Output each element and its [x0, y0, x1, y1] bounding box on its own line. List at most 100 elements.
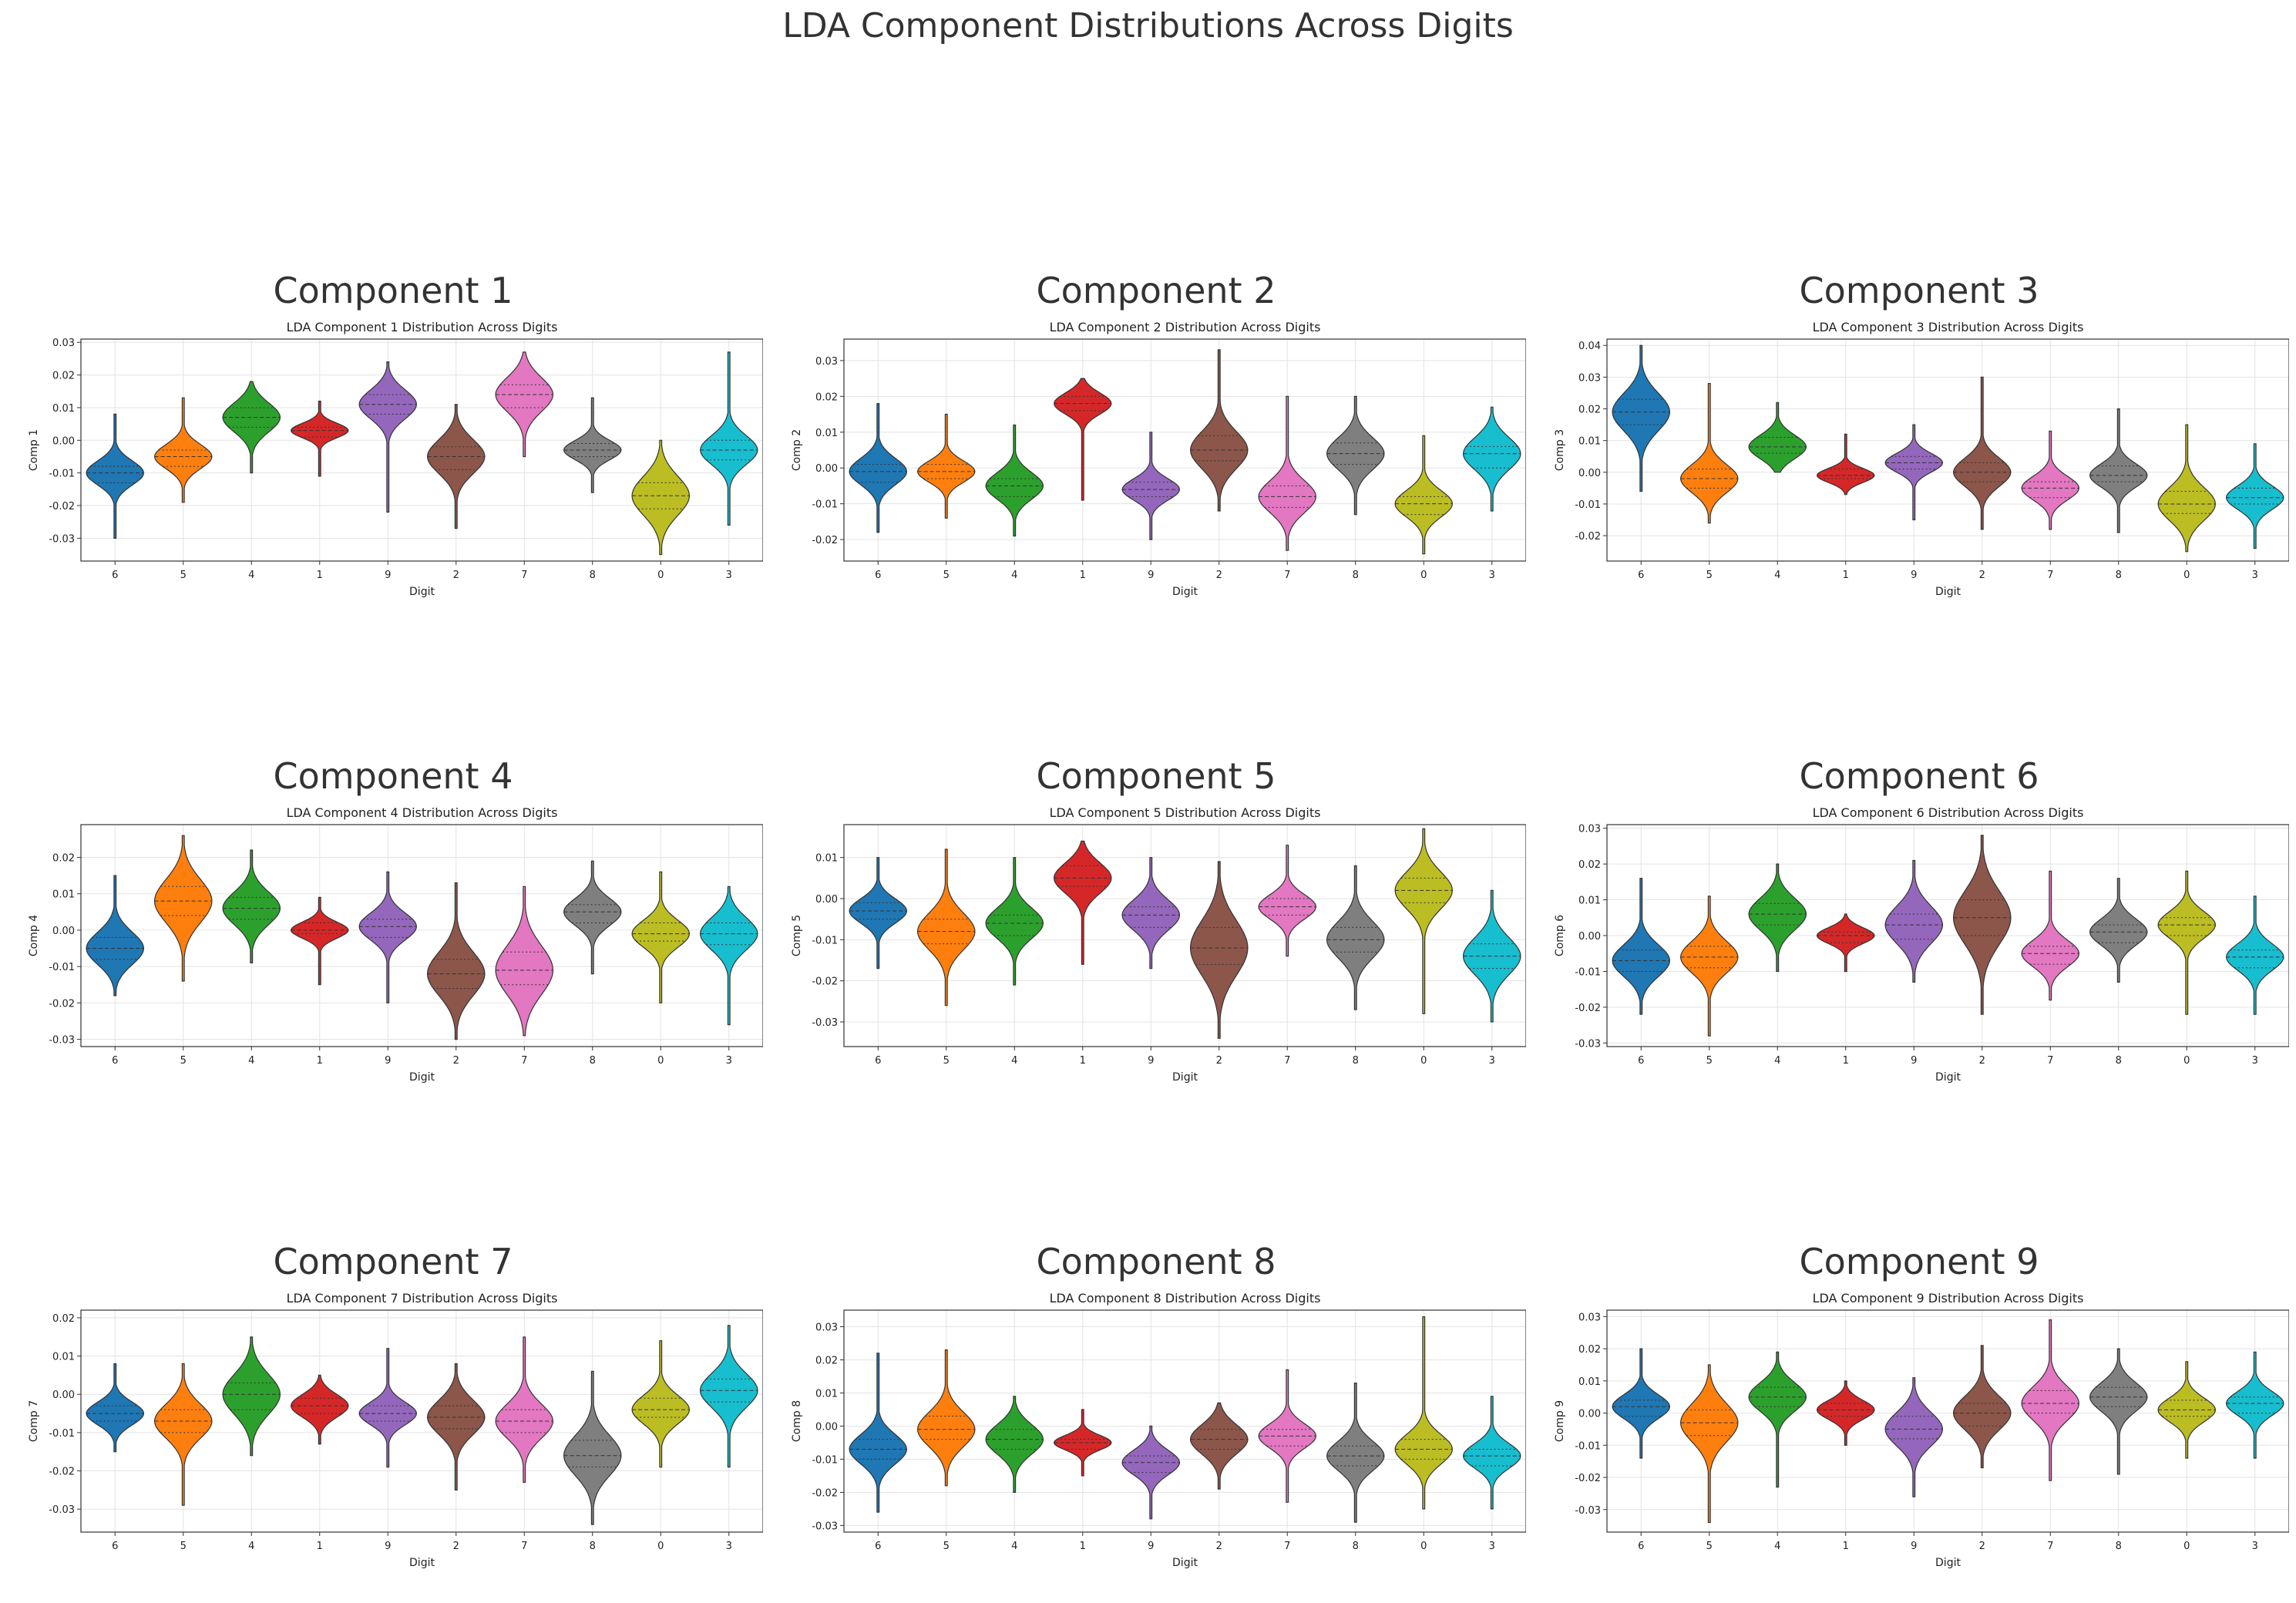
- x-tick-label: 6: [1638, 570, 1644, 581]
- violin-chart: LDA Component 5 Distribution Across Digi…: [791, 805, 1526, 1084]
- y-tick-label: 0.01: [815, 853, 838, 865]
- violin-digit-3: [1462, 1396, 1521, 1510]
- y-axis-label: Comp 1: [28, 429, 40, 471]
- violin-digit-6: [86, 1363, 145, 1453]
- x-tick-label: 5: [1706, 570, 1713, 581]
- y-tick-label: 0.01: [1578, 1376, 1601, 1388]
- x-tick-label: 4: [1011, 1055, 1017, 1067]
- y-tick-label: 0.01: [52, 1352, 75, 1363]
- violin-digit-2: [1952, 1345, 2012, 1469]
- x-tick-label: 4: [1011, 1541, 1017, 1552]
- x-tick-label: 0: [657, 1055, 664, 1067]
- y-tick-label: 0.02: [815, 1355, 838, 1366]
- x-tick-label: 5: [180, 1055, 187, 1067]
- chart-title: LDA Component 7 Distribution Across Digi…: [287, 1291, 558, 1306]
- violin-digit-9: [1884, 424, 1944, 521]
- violin-chart: LDA Component 7 Distribution Across Digi…: [28, 1291, 763, 1569]
- violin-chart: LDA Component 6 Distribution Across Digi…: [1554, 805, 2289, 1084]
- y-tick-label: -0.02: [1575, 1473, 1601, 1484]
- violin-digit-3: [700, 886, 758, 1026]
- violin-digit-4: [222, 849, 281, 963]
- violin-digit-7: [2021, 870, 2080, 1001]
- y-tick-label: -0.01: [812, 935, 838, 946]
- x-tick-label: 9: [1148, 1541, 1154, 1552]
- x-axis-label: Digit: [1935, 1557, 1961, 1569]
- x-tick-label: 0: [2183, 570, 2190, 581]
- x-tick-label: 3: [1489, 1055, 1495, 1067]
- chart-panel-7: Component 7 LDA Component 7 Distribution …: [23, 1241, 763, 1603]
- plot-frame: [80, 338, 763, 562]
- y-tick-label: -0.02: [49, 501, 75, 512]
- violin-digit-2: [1189, 861, 1249, 1039]
- violin-digit-7: [1258, 395, 1317, 551]
- violin-chart: LDA Component 4 Distribution Across Digi…: [28, 805, 763, 1084]
- panel-title: Component 4: [273, 755, 513, 797]
- x-tick-label: 8: [590, 1541, 596, 1552]
- violin-digit-8: [563, 860, 622, 975]
- x-tick-label: 7: [1284, 1055, 1290, 1067]
- y-tick-label: 0.03: [1578, 824, 1601, 835]
- chart-panel-2: Component 2 LDA Component 2 Distribution …: [786, 270, 1526, 632]
- violin-chart: LDA Component 2 Distribution Across Digi…: [791, 320, 1526, 598]
- violin-digit-9: [358, 361, 418, 513]
- y-tick-label: 0.02: [1578, 405, 1601, 416]
- violin-digit-4: [222, 1336, 281, 1457]
- y-tick-label: 0.00: [815, 894, 838, 906]
- x-tick-label: 2: [453, 1055, 459, 1067]
- panel-title: Component 7: [273, 1241, 513, 1282]
- violin-digit-6: [849, 1353, 908, 1513]
- x-tick-label: 3: [1489, 570, 1495, 581]
- x-tick-label: 9: [385, 570, 391, 581]
- x-tick-label: 6: [1638, 1541, 1644, 1552]
- chart-panel-9: Component 9 LDA Component 9 Distribution …: [1549, 1241, 2289, 1603]
- chart-panel-8: Component 8 LDA Component 8 Distribution …: [786, 1241, 1526, 1603]
- x-axis-label: Digit: [409, 586, 435, 598]
- panel-title: Component 3: [1799, 270, 2039, 311]
- violin-digit-5: [916, 1349, 976, 1487]
- y-tick-label: -0.02: [49, 1467, 75, 1478]
- x-tick-label: 5: [180, 1541, 187, 1552]
- x-tick-label: 3: [726, 1055, 732, 1067]
- x-tick-label: 6: [875, 570, 881, 581]
- x-tick-label: 4: [1774, 570, 1780, 581]
- violin-digit-4: [985, 1396, 1044, 1493]
- chart-panel-1: Component 1 LDA Component 1 Distribution …: [23, 270, 763, 632]
- y-tick-label: -0.01: [49, 469, 75, 480]
- violin-digit-2: [426, 404, 486, 529]
- violin-digit-5: [153, 835, 213, 982]
- x-tick-label: 5: [1706, 1055, 1713, 1067]
- x-tick-label: 0: [1420, 570, 1427, 581]
- x-tick-label: 2: [1216, 1055, 1222, 1067]
- x-tick-label: 8: [2116, 1055, 2122, 1067]
- y-tick-label: -0.02: [812, 535, 838, 546]
- violin-digit-2: [1190, 1402, 1249, 1490]
- y-tick-label: 0.04: [1578, 341, 1601, 352]
- violin-digit-5: [916, 849, 976, 1006]
- x-tick-label: 2: [1979, 570, 1985, 581]
- main-title: LDA Component Distributions Across Digit…: [782, 6, 1514, 45]
- violin-digit-6: [1612, 344, 1671, 492]
- plot-frame: [843, 1309, 1526, 1533]
- violin-digit-6: [849, 403, 908, 533]
- y-tick-label: 0.00: [52, 435, 75, 447]
- violin-digit-1: [1053, 840, 1112, 965]
- violin-digit-9: [1121, 432, 1181, 540]
- panel-title: Component 1: [273, 270, 513, 311]
- y-tick-label: 0.02: [52, 1313, 75, 1325]
- violin-digit-3: [1462, 406, 1521, 512]
- y-tick-label: 0.03: [52, 338, 75, 349]
- y-tick-label: 0.00: [1578, 468, 1601, 479]
- x-tick-label: 1: [1080, 570, 1086, 581]
- y-tick-label: 0.00: [1578, 931, 1601, 943]
- y-tick-label: 0.01: [52, 889, 75, 901]
- violin-digit-8: [563, 1370, 622, 1525]
- panel-title: Component 5: [1036, 755, 1276, 797]
- y-tick-label: -0.02: [812, 1487, 838, 1499]
- x-tick-label: 8: [2116, 570, 2122, 581]
- violin-digit-7: [2021, 430, 2080, 530]
- x-tick-label: 9: [1911, 570, 1917, 581]
- violin-digit-5: [916, 413, 976, 519]
- x-tick-label: 7: [1284, 570, 1290, 581]
- violin-digit-0: [2157, 870, 2216, 1015]
- panel-title: Component 9: [1799, 1241, 2039, 1282]
